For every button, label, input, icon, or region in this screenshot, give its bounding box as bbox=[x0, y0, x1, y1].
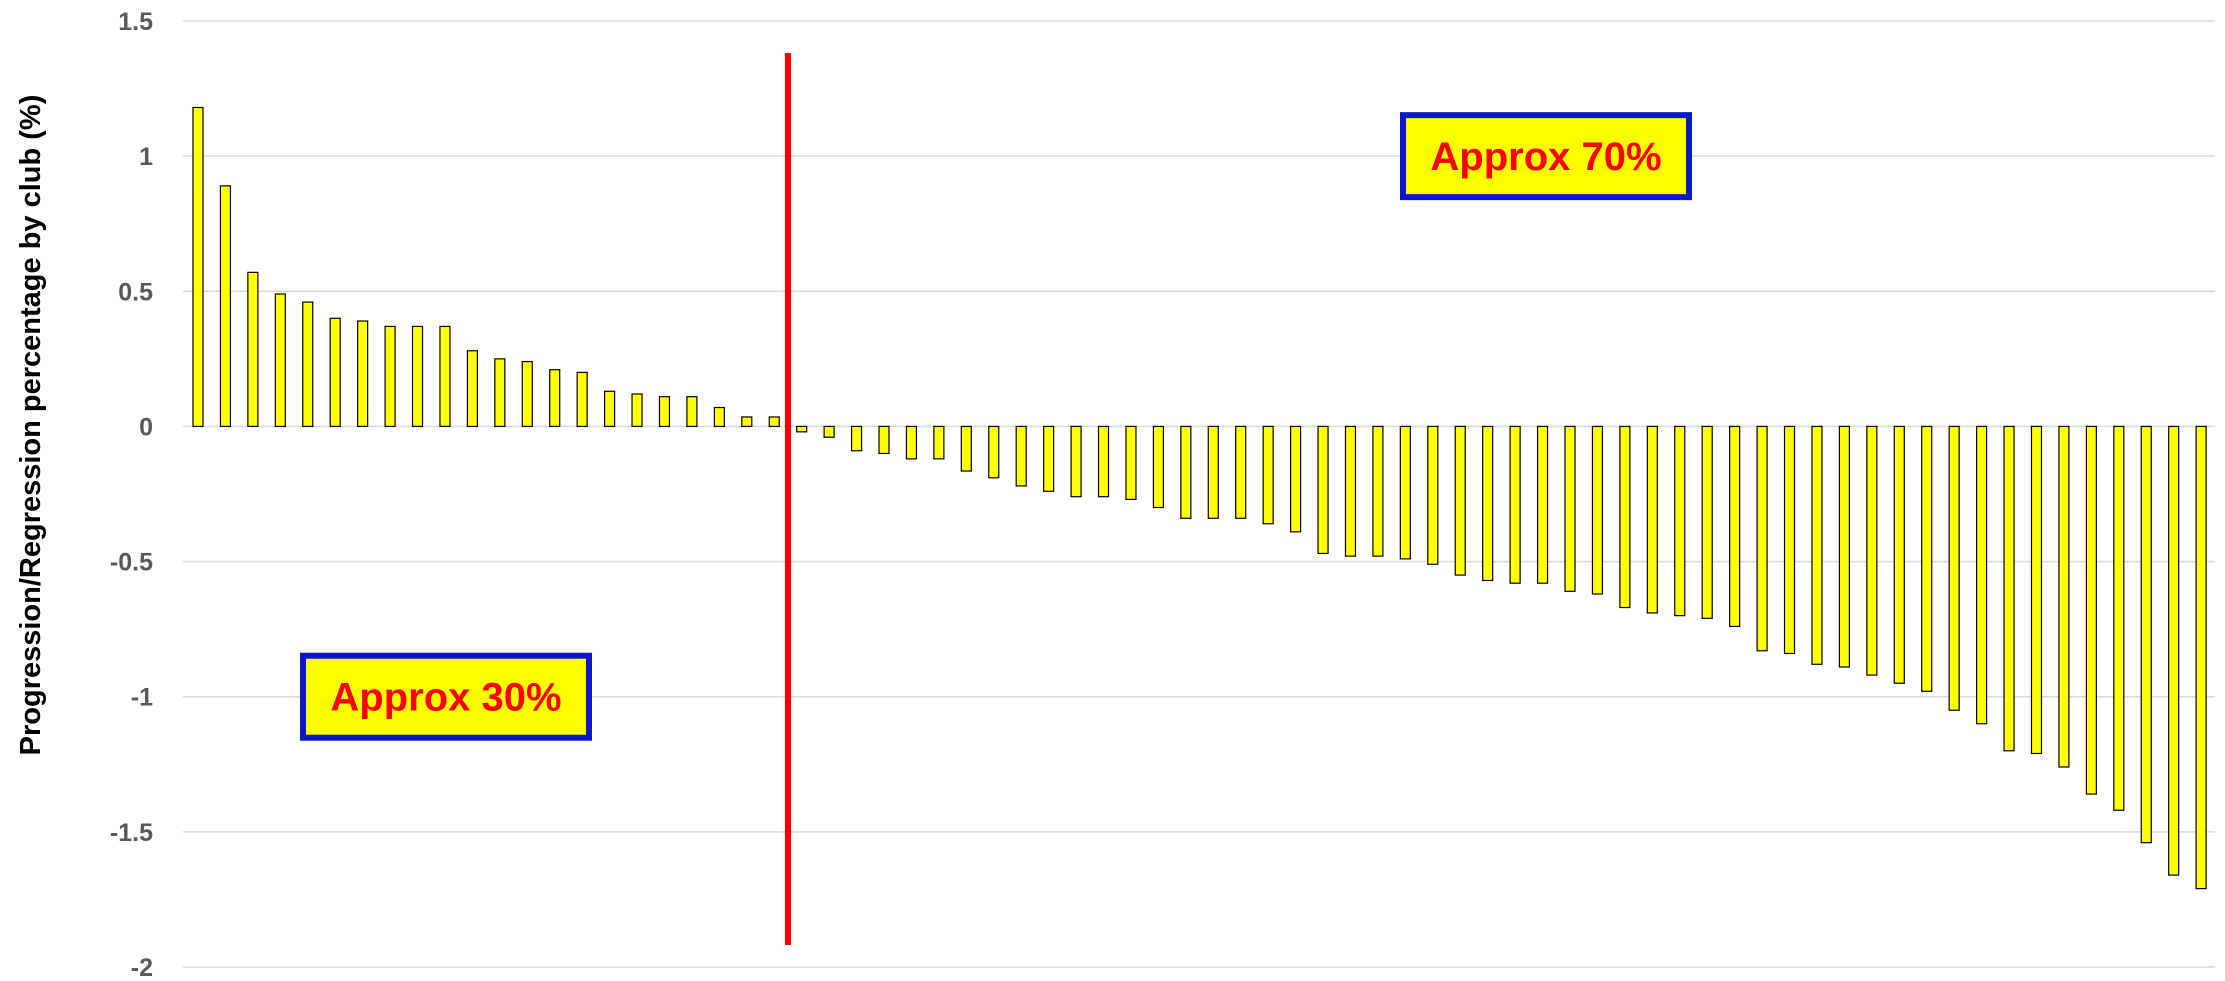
bar bbox=[439, 325, 451, 428]
bar bbox=[905, 425, 918, 460]
bar bbox=[1097, 425, 1110, 498]
bar bbox=[2085, 425, 2097, 795]
bar bbox=[1948, 425, 1960, 711]
bar bbox=[1152, 425, 1165, 509]
bar bbox=[823, 425, 835, 438]
bar bbox=[1866, 425, 1878, 676]
bar bbox=[1811, 425, 1823, 665]
bar bbox=[466, 350, 478, 428]
bar bbox=[384, 325, 396, 428]
y-tick-label: 1 bbox=[139, 143, 153, 171]
bar bbox=[521, 360, 533, 428]
bar-series bbox=[192, 106, 2207, 890]
bar bbox=[549, 369, 561, 428]
bar bbox=[1372, 425, 1384, 557]
y-tick-label: 1.5 bbox=[118, 8, 153, 36]
y-tick-label: 0 bbox=[139, 413, 153, 441]
y-axis-tick-labels: 1.5 1 0.5 0 -0.5 -1 -1.5 -2 bbox=[110, 8, 153, 981]
annotation-label: Approx 70% bbox=[1430, 135, 1661, 179]
bar bbox=[1344, 425, 1357, 557]
bar bbox=[1015, 425, 1027, 487]
annotation-box-frame bbox=[300, 652, 592, 741]
bar bbox=[1838, 425, 1851, 668]
bar bbox=[741, 416, 753, 428]
bar bbox=[1564, 425, 1576, 592]
bar bbox=[1619, 425, 1631, 609]
bar bbox=[713, 406, 725, 428]
annotations: Approx 30% Approx 70% bbox=[300, 112, 1692, 741]
bar bbox=[1180, 425, 1192, 519]
bar bbox=[1536, 425, 1549, 584]
bar bbox=[850, 425, 863, 452]
bar bbox=[1701, 425, 1713, 619]
gridlines bbox=[183, 20, 2215, 968]
bar bbox=[1207, 425, 1219, 519]
bar bbox=[878, 425, 890, 455]
bar bbox=[1975, 425, 1988, 725]
bar bbox=[2113, 425, 2125, 811]
bar bbox=[1289, 425, 1302, 533]
bar bbox=[357, 320, 369, 428]
y-tick-label: -0.5 bbox=[110, 549, 153, 577]
y-tick-label: -1 bbox=[131, 684, 153, 712]
bar bbox=[1509, 425, 1521, 584]
annotation-label: Approx 30% bbox=[330, 676, 561, 720]
y-tick-label: -1.5 bbox=[110, 819, 153, 847]
bar bbox=[2140, 425, 2152, 844]
bar bbox=[686, 396, 698, 428]
annotation-box-left: Approx 30% bbox=[300, 652, 592, 741]
bar bbox=[411, 325, 424, 428]
bar bbox=[1454, 425, 1466, 576]
annotation-box-frame bbox=[1400, 112, 1692, 201]
bar bbox=[1893, 425, 1905, 684]
bar bbox=[933, 425, 945, 460]
bar bbox=[247, 271, 259, 428]
bar bbox=[274, 293, 286, 428]
bar bbox=[2195, 425, 2207, 890]
bar bbox=[2003, 425, 2015, 752]
bar bbox=[960, 425, 972, 472]
bar bbox=[1591, 425, 1604, 595]
bar bbox=[1482, 425, 1494, 582]
bar bbox=[1262, 425, 1274, 525]
bar bbox=[192, 106, 204, 428]
y-tick-label: 0.5 bbox=[118, 278, 153, 306]
bar bbox=[219, 185, 232, 428]
bar bbox=[658, 396, 671, 428]
bar bbox=[768, 416, 780, 428]
bar bbox=[1646, 425, 1658, 614]
bar bbox=[1921, 425, 1933, 692]
bar bbox=[1729, 425, 1741, 628]
bar bbox=[1125, 425, 1137, 501]
bar bbox=[631, 393, 643, 428]
bar bbox=[1317, 425, 1329, 555]
bar bbox=[2168, 425, 2180, 876]
annotation-box-right: Approx 70% bbox=[1400, 112, 1692, 201]
y-tick-label: -2 bbox=[131, 954, 153, 981]
bar bbox=[329, 317, 341, 428]
bar bbox=[1070, 425, 1082, 498]
bar bbox=[988, 425, 1000, 479]
bar bbox=[796, 425, 808, 433]
bar bbox=[1399, 425, 1411, 560]
bar bbox=[1427, 425, 1439, 565]
bar bbox=[1043, 425, 1055, 492]
bar bbox=[1674, 425, 1686, 617]
bar bbox=[1756, 425, 1768, 652]
bar bbox=[302, 301, 314, 428]
bar bbox=[2058, 425, 2070, 768]
y-axis-title: Progression/Regression percentage by clu… bbox=[15, 95, 47, 756]
bar bbox=[603, 390, 616, 428]
bar bbox=[1783, 425, 1796, 655]
bar bbox=[494, 358, 506, 428]
bar bbox=[576, 371, 588, 428]
bar bbox=[2030, 425, 2043, 755]
bar bbox=[1235, 425, 1247, 519]
